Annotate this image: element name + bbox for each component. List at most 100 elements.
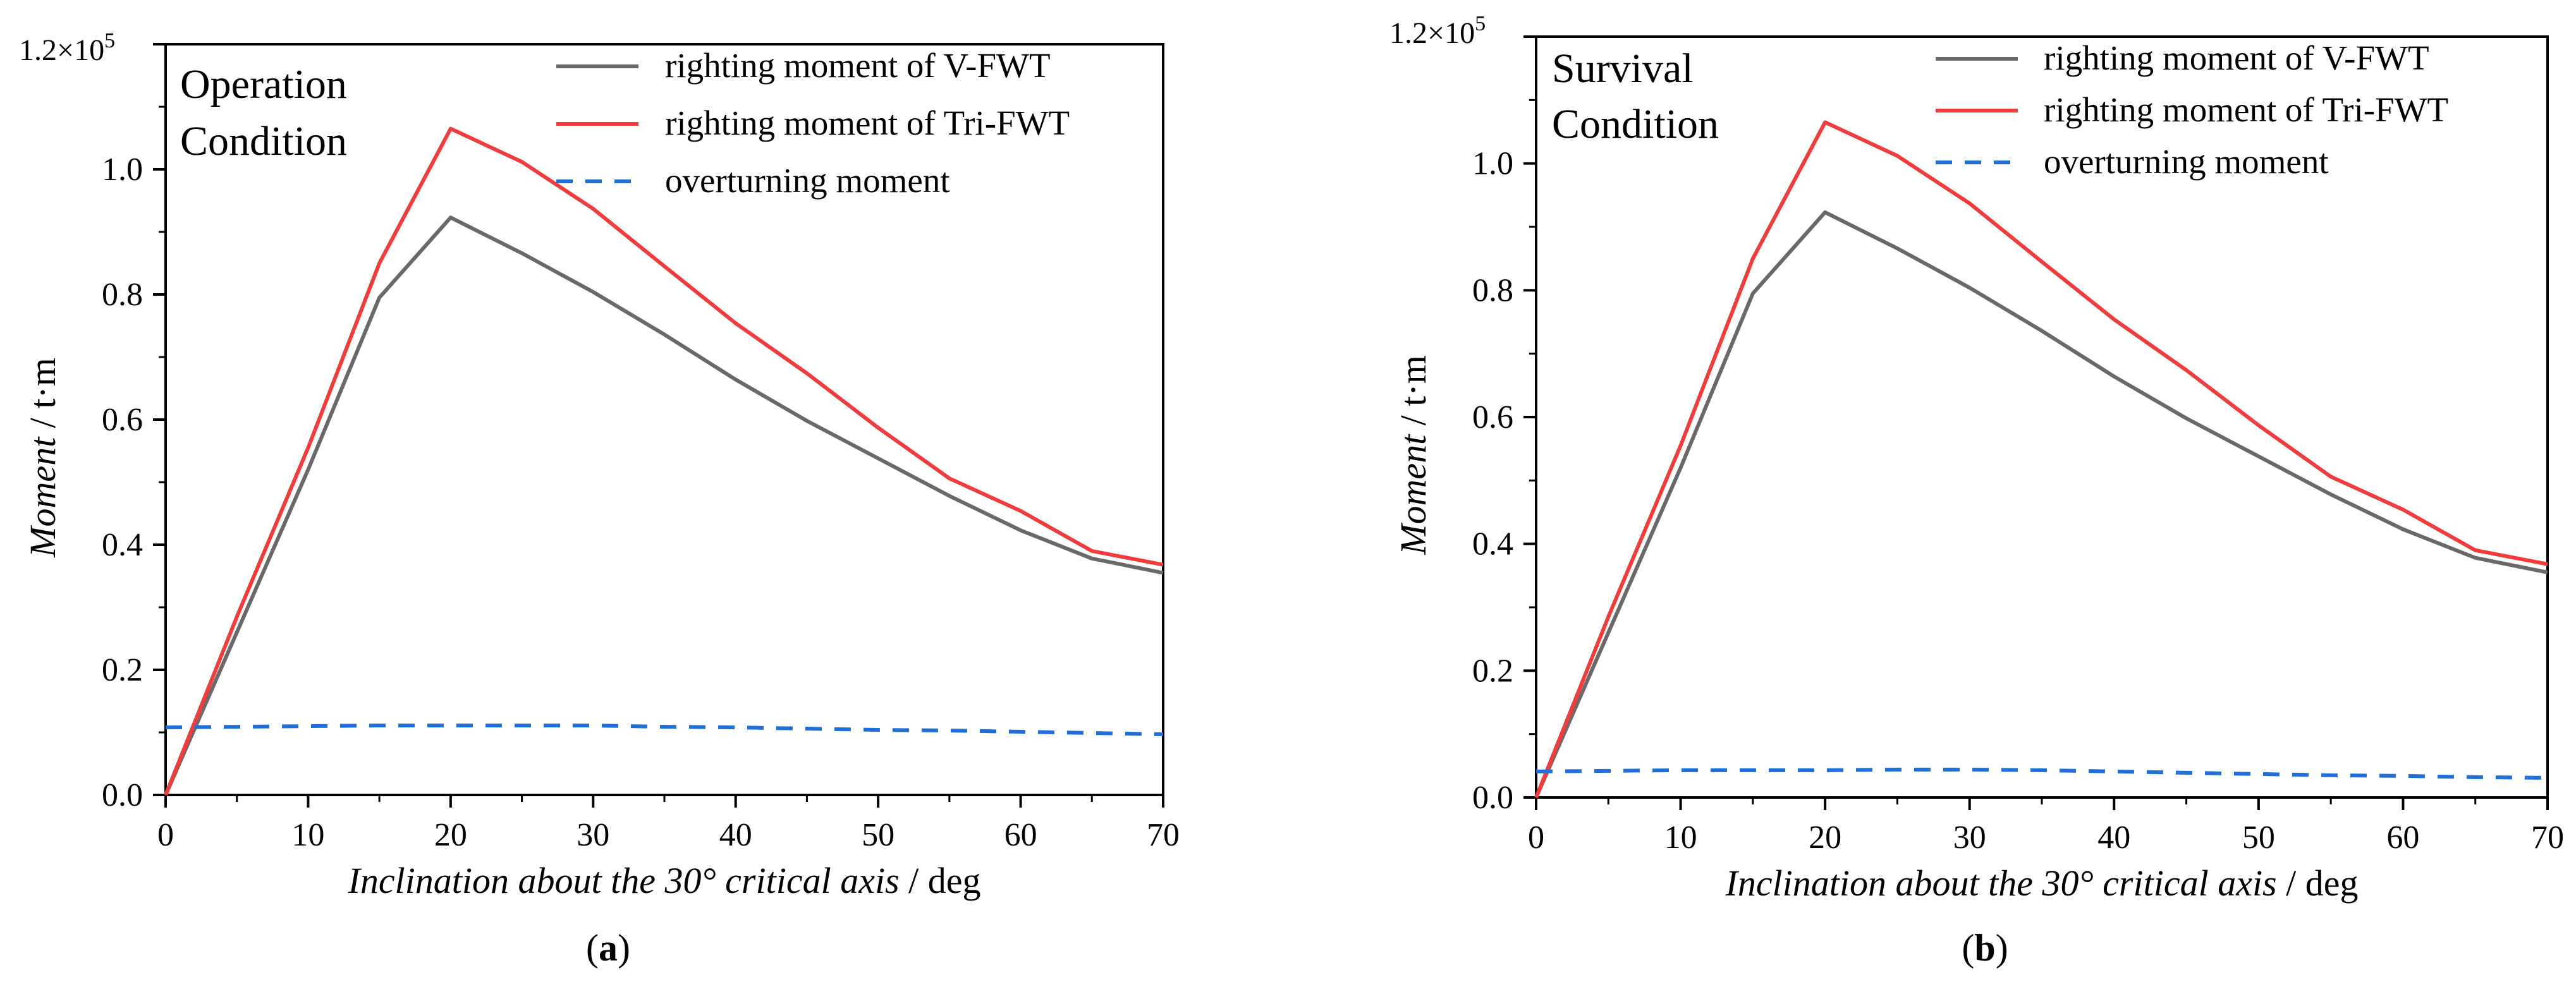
legend-label: righting moment of Tri-FWT	[2044, 90, 2448, 129]
x-tick-label: 0	[157, 817, 174, 853]
condition-label-line-1: Operation	[180, 61, 347, 107]
x-tick-label: 0	[1528, 820, 1544, 856]
data-point	[2402, 774, 2405, 777]
y-tick-label: 0.6	[102, 402, 143, 438]
data-point	[1751, 292, 1754, 295]
data-point	[235, 615, 238, 618]
data-point	[1751, 768, 1754, 772]
data-point	[307, 468, 310, 471]
data-point	[2185, 417, 2188, 420]
data-point	[1968, 286, 1971, 289]
x-tick-label: 70	[2531, 820, 2564, 856]
data-point	[2329, 475, 2333, 478]
data-point	[2402, 508, 2405, 511]
x-tick-label: 30	[577, 817, 609, 853]
data-point	[1751, 257, 1754, 260]
data-point	[1162, 563, 1165, 566]
x-tick-label: 20	[1809, 820, 1841, 856]
data-point	[734, 726, 737, 729]
y-tick-label: 0.4	[102, 527, 143, 563]
data-point	[948, 494, 951, 497]
x-tick-label: 70	[1147, 817, 1180, 853]
data-point	[734, 378, 737, 381]
x-tick-label: 40	[719, 817, 752, 853]
data-point	[449, 216, 452, 219]
x-axis-label-unit: / deg	[900, 860, 981, 901]
data-point	[2113, 318, 2116, 321]
data-point	[378, 296, 381, 299]
data-point	[805, 419, 809, 422]
data-point	[520, 724, 523, 727]
data-point	[235, 725, 238, 729]
data-point	[2474, 549, 2477, 552]
data-point	[2185, 771, 2188, 774]
data-point	[592, 724, 595, 727]
x-axis-label: Inclination about the 30° critical axis …	[1725, 863, 2359, 904]
y-axis-scale-exponent: 5	[104, 29, 115, 52]
x-axis-label: Inclination about the 30° critical axis …	[348, 860, 981, 901]
x-axis-label-main: Inclination about the 30° critical axis	[348, 860, 900, 901]
data-point	[1824, 768, 1827, 772]
data-point	[1896, 247, 1899, 250]
data-point	[592, 207, 595, 210]
y-tick-label: 0.4	[1472, 526, 1513, 562]
data-point	[2546, 776, 2549, 779]
chart-operation-condition: 0 10 20 30 40 50 60 70 0.0 0.2 0.4 0.6 0.8 1.0 1.2×105…	[19, 29, 1180, 901]
y-tick-label: 0.0	[102, 777, 143, 813]
data-point	[1679, 444, 1682, 447]
y-tick-label: 1.0	[1472, 146, 1513, 182]
y-axis-scale-mantissa: 1.2×10	[19, 33, 104, 67]
data-point	[520, 252, 523, 255]
data-point	[2329, 493, 2333, 496]
data-point	[1896, 154, 1899, 157]
data-point	[2113, 375, 2116, 378]
data-point	[1090, 557, 1094, 560]
condition-label-line-1: Survival	[1552, 45, 1694, 92]
y-axis-scale-label: 1.2×105	[1389, 12, 1486, 50]
data-point	[378, 262, 381, 265]
data-point	[948, 729, 951, 732]
y-tick-label: 0.0	[1472, 780, 1513, 816]
data-point	[2185, 368, 2188, 372]
y-axis-label-unit: / t·m	[1393, 355, 1434, 435]
data-point	[1607, 631, 1610, 634]
series-line-overturning	[1535, 767, 2548, 780]
data-point	[2257, 772, 2260, 775]
data-point	[663, 725, 666, 729]
x-tick-label: 20	[434, 817, 467, 853]
data-point	[877, 426, 880, 429]
y-tick-label: 0.2	[102, 652, 143, 688]
data-point	[805, 372, 809, 375]
x-tick-label: 10	[291, 817, 324, 853]
data-point	[877, 729, 880, 732]
data-point	[592, 291, 595, 294]
series-line-v-fwt	[1534, 210, 2548, 799]
y-axis-label-unit: / t·m	[22, 358, 63, 437]
data-point	[2402, 528, 2405, 531]
data-point	[1535, 770, 1538, 773]
x-tick-label: 30	[1953, 820, 1986, 856]
x-tick-label: 50	[862, 817, 894, 853]
data-point	[2546, 562, 2549, 566]
data-point	[164, 794, 168, 797]
data-point	[2474, 775, 2477, 779]
data-point	[1896, 768, 1899, 771]
data-point	[1162, 732, 1165, 736]
data-point	[2329, 773, 2333, 777]
data-point	[1679, 466, 1682, 470]
condition-label-line-2: Condition	[1552, 101, 1719, 147]
y-tick-label: 0.8	[1472, 272, 1513, 308]
x-tick-label: 50	[2242, 820, 2275, 856]
data-point	[1090, 731, 1094, 734]
x-axis-label-unit: / deg	[2277, 863, 2359, 904]
data-point	[1968, 202, 1971, 205]
data-point	[877, 457, 880, 460]
data-point	[663, 265, 666, 268]
data-point	[2257, 455, 2260, 458]
legend-label: righting moment of Tri-FWT	[665, 104, 1070, 142]
data-point	[164, 726, 168, 729]
data-point	[1535, 796, 1538, 799]
data-point	[948, 477, 951, 480]
data-point	[2257, 424, 2260, 427]
